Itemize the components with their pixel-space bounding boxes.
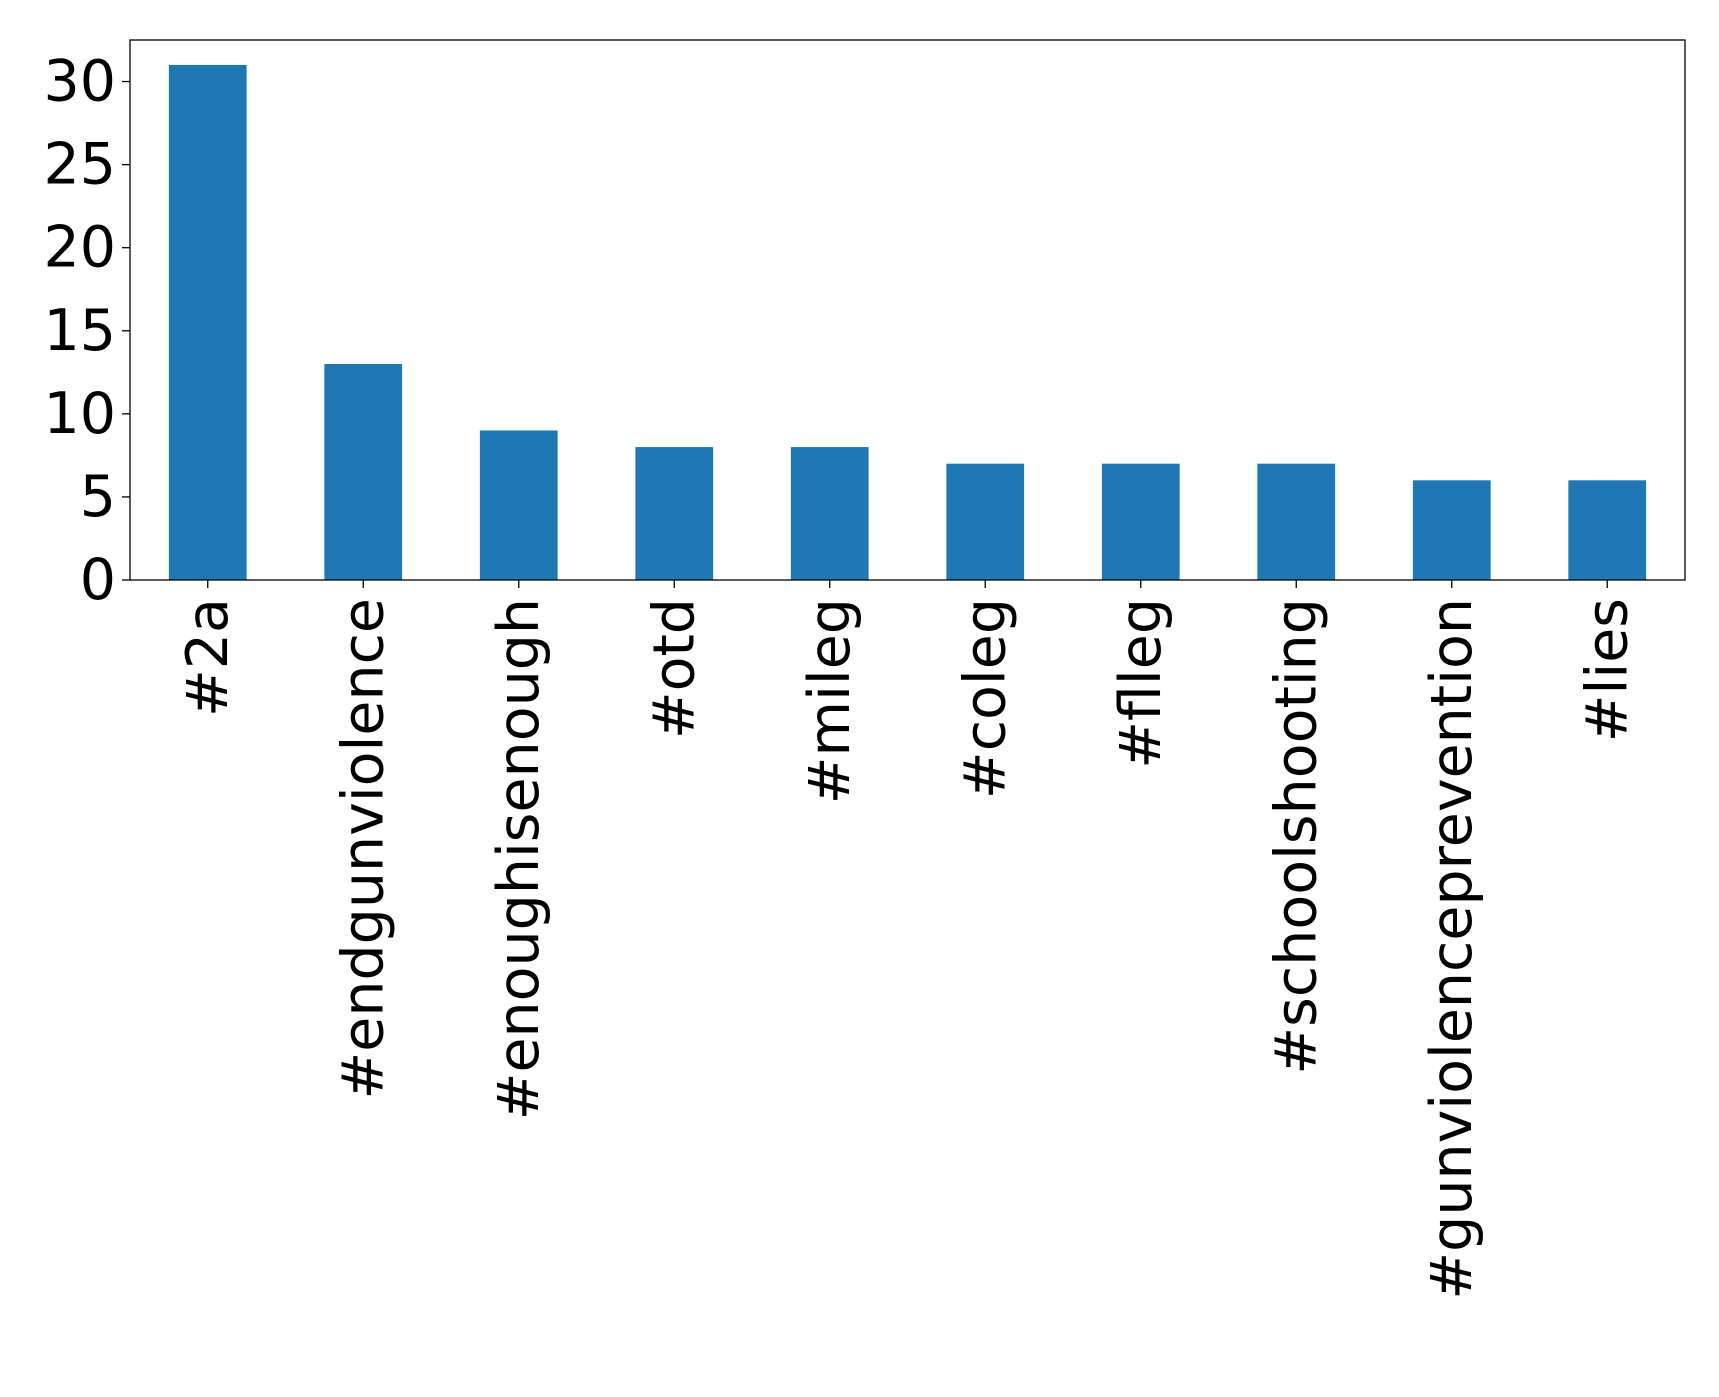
bar	[1101, 463, 1180, 580]
y-tick-label: 20	[43, 215, 116, 281]
x-tick-label: #gunviolenceprevention	[1419, 598, 1485, 1300]
y-tick-label: 30	[43, 49, 116, 115]
bars-group	[168, 64, 1647, 580]
plot-frame	[129, 39, 1686, 581]
x-axis: #2a #endgunviolence #enoughisenough #otd #mi…	[175, 580, 1640, 1300]
bar	[479, 430, 558, 580]
x-tick-label: #endgunviolence	[330, 598, 396, 1099]
x-tick-label: #coleg	[952, 598, 1018, 799]
bar	[1568, 480, 1647, 580]
y-tick-label: 15	[43, 298, 116, 364]
bar	[635, 447, 714, 580]
x-tick-label: #mileg	[797, 598, 863, 804]
y-tick-label: 5	[80, 464, 116, 530]
bar	[1257, 463, 1336, 580]
x-tick-label: #otd	[641, 598, 707, 739]
bar	[168, 64, 247, 580]
x-tick-label: #enoughisenough	[486, 598, 552, 1120]
y-tick-label: 10	[43, 381, 116, 447]
x-tick-label: #lies	[1574, 598, 1640, 742]
bar	[1412, 480, 1491, 580]
y-tick-label: 25	[43, 132, 116, 198]
bar	[790, 447, 869, 580]
x-tick-label: #flleg	[1108, 598, 1174, 769]
x-tick-label: #schoolshooting	[1263, 598, 1329, 1075]
bar	[946, 463, 1025, 580]
bar	[324, 364, 403, 580]
y-axis: 0 5 10 15 20 25 30	[43, 49, 130, 613]
x-tick-label: #2a	[175, 598, 241, 717]
y-tick-label: 0	[80, 547, 116, 613]
